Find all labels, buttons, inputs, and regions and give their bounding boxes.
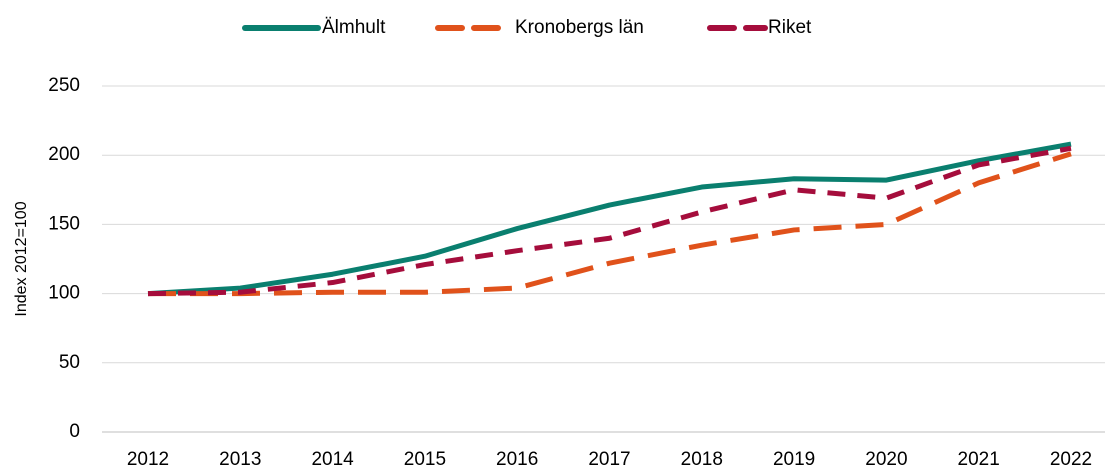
x-tick-label: 2022 xyxy=(1050,449,1092,470)
y-tick-label: 150 xyxy=(48,213,80,234)
x-tick-label: 2015 xyxy=(404,449,446,470)
legend-label: Kronobergs län xyxy=(515,17,644,38)
y-axis-label: Index 2012=100 xyxy=(13,201,30,316)
y-tick-label: 250 xyxy=(48,75,80,96)
series-line xyxy=(147,141,1072,297)
y-tick-label: 50 xyxy=(59,352,80,373)
x-tick-label: 2017 xyxy=(588,449,630,470)
series-line xyxy=(148,151,1072,297)
y-tick-label: 100 xyxy=(48,283,80,304)
x-tick-label: 2019 xyxy=(773,449,815,470)
y-tick-label: 0 xyxy=(69,421,80,442)
x-tick-label: 2018 xyxy=(681,449,723,470)
x-tick-label: 2013 xyxy=(219,449,261,470)
y-tick-label: 200 xyxy=(48,144,80,165)
x-tick-label: 2014 xyxy=(311,449,354,470)
x-tick-label: 2021 xyxy=(958,449,1000,470)
legend-label: Riket xyxy=(768,17,812,38)
series-line xyxy=(147,145,1072,297)
x-tick-label: 2020 xyxy=(865,449,907,470)
x-tick-label: 2016 xyxy=(496,449,538,470)
x-tick-label: 2012 xyxy=(127,449,169,470)
legend-label: Älmhult xyxy=(322,17,386,38)
